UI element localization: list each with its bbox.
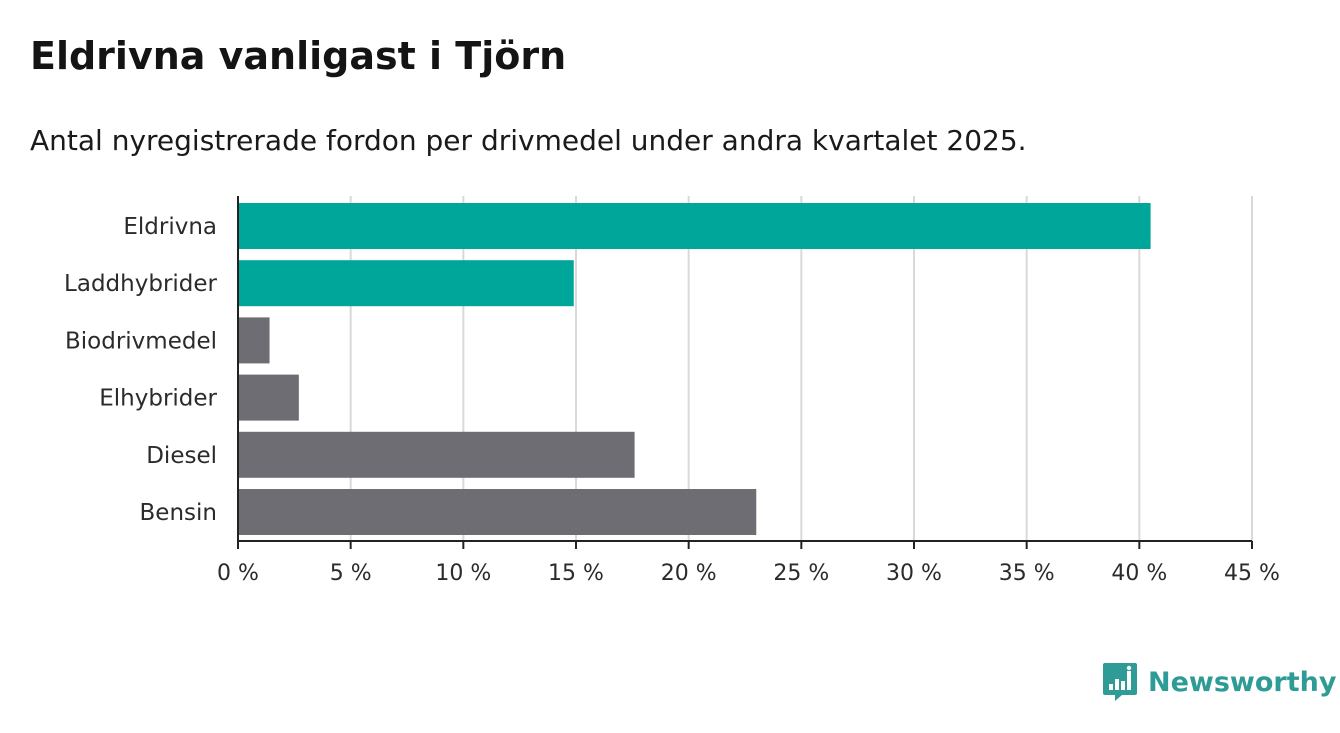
bar-diesel <box>238 431 635 478</box>
chart-title: Eldrivna vanligast i Tjörn <box>30 34 567 78</box>
category-label: Eldrivna <box>123 214 217 240</box>
chart-subtitle: Antal nyregistrerade fordon per drivmede… <box>30 124 1027 157</box>
brand-name: Newsworthy <box>1148 666 1337 698</box>
grid-lines <box>349 196 1253 541</box>
x-tick-label: 30 % <box>886 561 942 586</box>
x-tick-label: 10 % <box>435 561 491 586</box>
x-tick-label: 5 % <box>330 561 372 586</box>
bars <box>238 203 1151 535</box>
x-tick-label: 40 % <box>1111 561 1167 586</box>
newsworthy-logo-icon <box>1103 663 1137 701</box>
category-label: Laddhybrider <box>64 271 217 297</box>
bar-elhybrider <box>238 374 299 421</box>
x-axis: 0 % 5 % 10 % 15 % 20 % 25 % 30 % 35 % 40 % 45 % <box>217 196 1280 586</box>
bar-bensin <box>238 489 757 535</box>
x-tick-label: 35 % <box>999 561 1055 586</box>
bar-laddhybrider <box>238 260 574 307</box>
x-tick-label: 20 % <box>661 561 717 586</box>
category-label: Elhybrider <box>99 386 217 412</box>
brand: Newsworthy <box>1102 662 1336 702</box>
x-tick-label: 45 % <box>1224 561 1280 586</box>
x-tick-label: 15 % <box>548 561 604 586</box>
bar-biodrivmedel <box>238 317 270 364</box>
x-tick-label: 0 % <box>217 561 259 586</box>
category-label: Biodrivmedel <box>65 328 217 354</box>
bar-eldrivna <box>238 203 1151 249</box>
category-label: Diesel <box>146 443 217 469</box>
category-labels: Eldrivna Laddhybrider Biodrivmedel Elhybrid… <box>64 214 217 526</box>
category-label: Bensin <box>140 500 217 526</box>
x-tick-label: 25 % <box>773 561 829 586</box>
